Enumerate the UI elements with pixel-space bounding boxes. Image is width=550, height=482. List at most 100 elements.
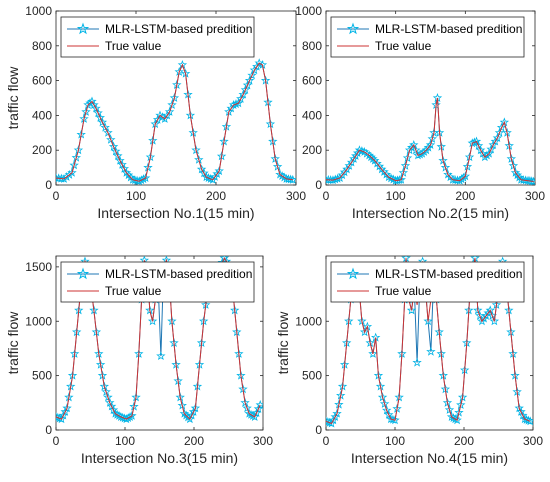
y-tick-label: 800 [32,39,52,53]
prediction-point [514,172,524,182]
prediction-point [471,136,482,146]
x-tick-label: 300 [286,189,306,203]
prediction-point [108,405,119,415]
prediction-point [89,100,99,109]
prediction-point [421,145,432,155]
prediction-point [423,142,434,152]
prediction-point [516,406,526,416]
prediction-point [164,106,175,116]
legend-box [330,16,525,58]
legend-label-prediction: MLR-LSTM-based predition [105,267,252,281]
y-axis-label: traffic flow [275,311,291,375]
y-tick-label: 400 [32,108,52,122]
x-tick-label: 300 [523,434,543,448]
prediction-point [103,127,113,137]
legend: MLR-LSTM-based predition True value [330,16,525,58]
prediction-point [196,164,207,174]
prediction-point [477,316,487,326]
prediction-point [147,316,158,326]
y-tick-label: 0 [45,178,52,192]
prediction-point [521,175,531,185]
subplot-3: 0 100 200 300 0 500 1000 1500 MLR-LSTM-based pre… [5,255,273,466]
prediction-point [411,145,421,155]
y-tick-label: 400 [302,108,322,122]
prediction-point [100,122,110,132]
prediction-point [117,159,127,169]
legend-label-prediction: MLR-LSTM-based predition [105,22,252,36]
legend-label-true: True value [105,284,162,298]
prediction-point [489,316,500,326]
x-axis-label: Intersection No.2(15 min) [352,205,509,221]
prediction-point [251,408,262,417]
prediction-point [351,151,361,160]
subplot-2: 0 100 200 300 0 200 400 600 800 1000 MLR-LSTM-base… [295,4,545,221]
legend: MLR-LSTM-based predition True value [60,16,255,58]
prediction-point [396,174,406,184]
legend-box [60,261,255,303]
prediction-point [87,96,97,106]
legend-label-true: True value [105,39,162,53]
x-axis-label: Intersection No.1(15 min) [97,205,254,221]
x-tick-label: 0 [323,189,330,203]
prediction-point [91,103,101,113]
prediction-point [67,167,77,177]
y-tick-label: 1000 [295,314,322,328]
prediction-point [510,167,521,177]
star-marker-icon [76,267,90,280]
x-tick-label: 100 [386,189,406,203]
prediction-point [475,145,486,155]
prediction-point [62,403,72,413]
legend-label-prediction: MLR-LSTM-based predition [375,267,522,281]
prediction-point [169,93,180,102]
prediction-point [97,117,108,127]
prediction-point [288,174,296,184]
x-tick-label: 100 [385,434,405,448]
prediction-point [518,410,528,420]
x-tick-label: 200 [206,189,226,203]
star-marker-icon [346,22,360,35]
y-tick-label: 1000 [295,4,322,18]
prediction-point [242,80,253,90]
prediction-point [140,173,151,183]
prediction-point [349,153,359,163]
prediction-point [236,93,246,103]
y-tick-label: 200 [32,143,52,157]
prediction-point [219,256,230,263]
x-tick-label: 100 [126,189,146,203]
y-tick-label: 800 [302,39,322,53]
prediction-point [127,410,137,420]
prediction-point [233,98,244,108]
prediction-point [105,397,115,407]
prediction-point [368,348,378,358]
x-tick-label: 200 [455,189,475,203]
prediction-point [486,144,496,154]
prediction-point [199,168,209,178]
prediction-point [190,403,201,413]
series-line-true [326,97,534,182]
star-marker-icon [346,267,360,280]
y-axis-label: traffic flow [5,311,21,375]
series-line-true [56,62,293,182]
prediction-point [103,392,113,402]
legend-box [60,16,255,58]
y-tick-label: 500 [32,369,52,383]
x-tick-label: 200 [454,434,474,448]
prediction-point [242,403,252,413]
prediction-point [177,59,188,69]
legend: MLR-LSTM-based predition True value [330,261,525,303]
star-marker-icon [76,22,90,35]
prediction-point [406,305,417,315]
prediction-point [167,100,177,109]
prediction-point [528,176,535,185]
subplot-4: 0 100 200 300 0 500 1000 MLR-LSTM-based prediti… [275,255,543,466]
prediction-point [99,381,109,391]
prediction-point [485,305,495,315]
prediction-point [119,163,129,173]
legend-label-prediction: MLR-LSTM-based predition [375,22,522,36]
prediction-point [384,409,394,419]
prediction-point [496,122,507,132]
prediction-point [106,401,117,411]
y-tick-label: 1500 [25,260,52,274]
prediction-point [255,400,263,409]
y-tick-label: 0 [45,423,52,437]
